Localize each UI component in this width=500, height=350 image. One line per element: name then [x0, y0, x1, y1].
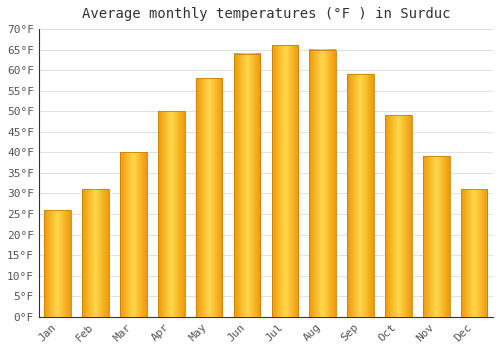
Bar	[44, 210, 71, 317]
Bar	[234, 54, 260, 317]
Bar	[310, 50, 336, 317]
Bar	[120, 152, 146, 317]
Bar	[82, 189, 109, 317]
Title: Average monthly temperatures (°F ) in Surduc: Average monthly temperatures (°F ) in Su…	[82, 7, 450, 21]
Bar	[461, 189, 487, 317]
Bar	[272, 46, 298, 317]
Bar	[423, 156, 450, 317]
Bar	[385, 116, 411, 317]
Bar	[158, 111, 184, 317]
Bar	[348, 74, 374, 317]
Bar	[196, 78, 222, 317]
